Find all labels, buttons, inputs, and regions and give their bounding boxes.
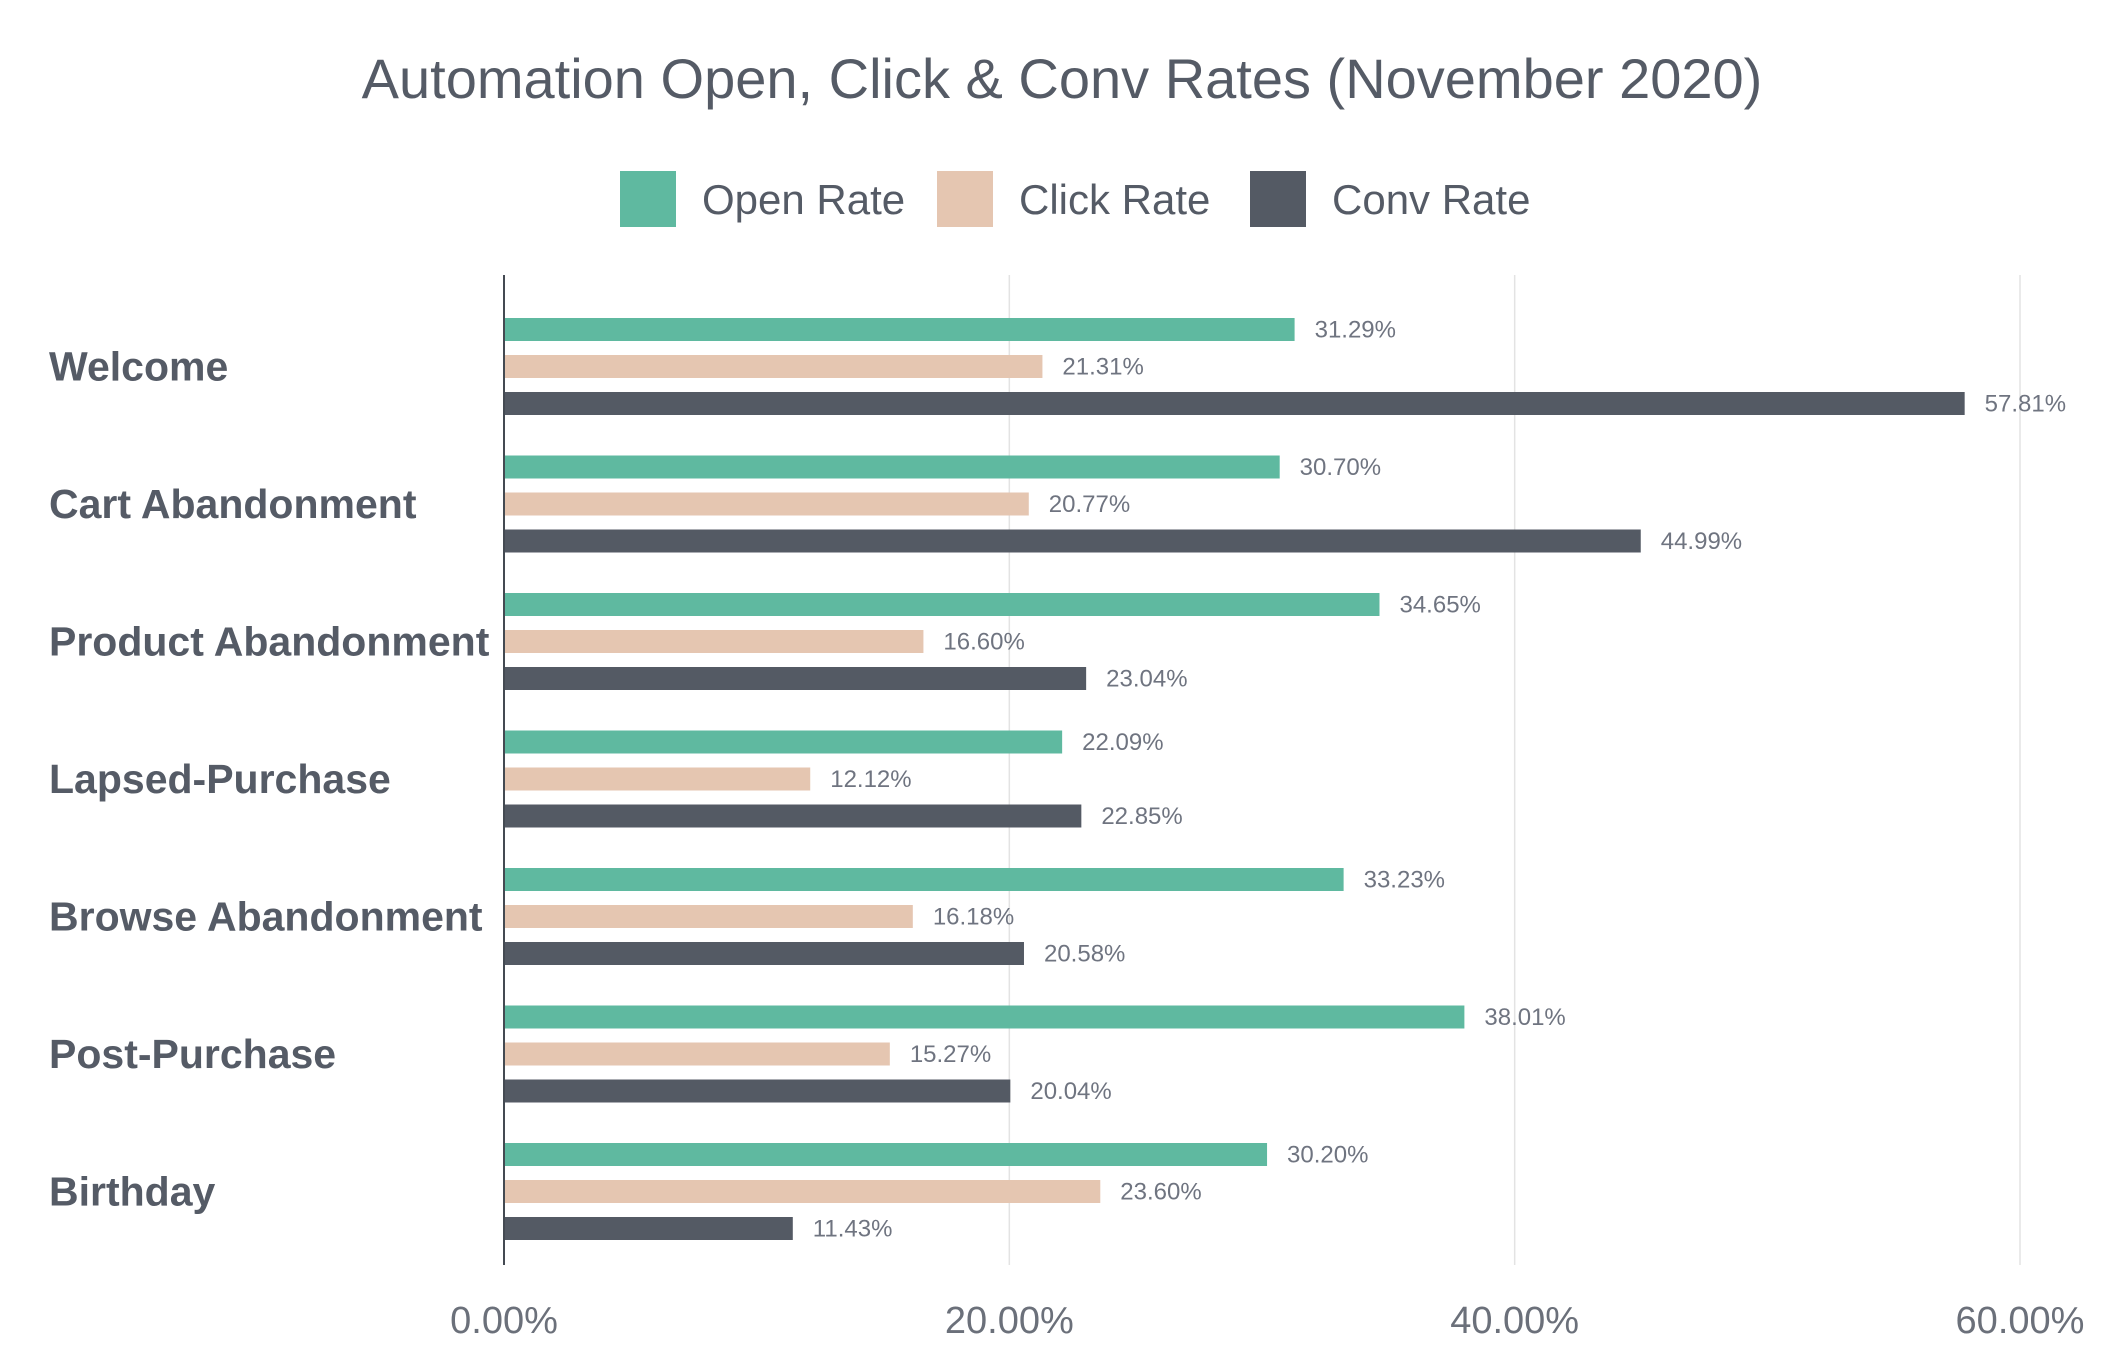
data-label: 21.31% <box>1062 354 1143 381</box>
category-label: Browse Abandonment <box>49 894 483 940</box>
bar <box>505 868 1344 891</box>
bar <box>505 1079 1011 1103</box>
data-label: 57.81% <box>1985 391 2066 418</box>
x-tick-label: 20.00% <box>945 1300 1074 1342</box>
bar <box>505 392 1965 415</box>
bar <box>505 529 1641 553</box>
legend: Open Rate Click Rate Conv Rate <box>620 171 1530 227</box>
data-labels: 31.29% 30.70% 34.65% 22.09% 33.23% 38.01% 30.2… <box>813 317 2066 1243</box>
data-label: 23.04% <box>1106 666 1187 693</box>
data-label: 33.23% <box>1364 867 1445 894</box>
data-label: 20.77% <box>1049 491 1130 518</box>
bar <box>505 1042 890 1066</box>
data-label: 30.70% <box>1300 454 1381 481</box>
x-tick-label: 60.00% <box>1956 1300 2085 1342</box>
bar <box>505 630 924 653</box>
data-label: 38.01% <box>1484 1004 1565 1031</box>
data-label: 31.29% <box>1315 317 1396 344</box>
data-label: 16.18% <box>933 904 1014 931</box>
bar <box>505 1180 1101 1203</box>
data-label: 23.60% <box>1120 1179 1201 1206</box>
category-label: Cart Abandonment <box>49 481 417 527</box>
data-label: 15.27% <box>910 1041 991 1068</box>
bar <box>505 355 1043 378</box>
bar <box>505 804 1082 828</box>
data-label: 12.12% <box>830 766 911 793</box>
bar <box>505 492 1029 516</box>
bar <box>505 767 811 791</box>
legend-swatch <box>1250 171 1306 227</box>
legend-swatch <box>937 171 993 227</box>
category-labels: Welcome Cart Abandonment Product Abandonme… <box>49 344 490 1215</box>
data-label: 44.99% <box>1661 528 1742 555</box>
data-label: 30.20% <box>1287 1142 1368 1169</box>
legend-label: Click Rate <box>1019 176 1210 223</box>
x-tick-label: 40.00% <box>1450 1300 1579 1342</box>
data-label: 20.58% <box>1044 941 1125 968</box>
data-label: 16.60% <box>943 629 1024 656</box>
data-label: 20.04% <box>1030 1078 1111 1105</box>
bar <box>505 1143 1268 1166</box>
bar <box>505 593 1380 616</box>
category-label: Post-Purchase <box>49 1031 336 1077</box>
category-label: Product Abandonment <box>49 619 490 665</box>
legend-swatch <box>620 171 676 227</box>
chart-title: Automation Open, Click & Conv Rates (Nov… <box>362 47 1763 110</box>
legend-label: Conv Rate <box>1332 176 1530 223</box>
bar <box>505 667 1087 690</box>
legend-label: Open Rate <box>702 176 905 223</box>
bar <box>505 730 1063 754</box>
bar <box>505 1005 1465 1029</box>
bar <box>505 455 1280 479</box>
data-label: 34.65% <box>1399 592 1480 619</box>
category-label: Lapsed-Purchase <box>49 756 391 802</box>
bar <box>505 1217 793 1240</box>
x-tick-label: 0.00% <box>450 1300 558 1342</box>
category-label: Welcome <box>49 344 228 390</box>
data-label: 11.43% <box>813 1216 893 1243</box>
x-tick-labels: 0.00% 20.00% 40.00% 60.00% <box>450 1300 2084 1342</box>
bar <box>505 942 1024 965</box>
data-label: 22.09% <box>1082 729 1163 756</box>
bar <box>505 318 1295 341</box>
data-label: 22.85% <box>1101 803 1182 830</box>
bar <box>505 905 913 928</box>
bars <box>505 318 1965 1240</box>
category-label: Birthday <box>49 1169 216 1215</box>
